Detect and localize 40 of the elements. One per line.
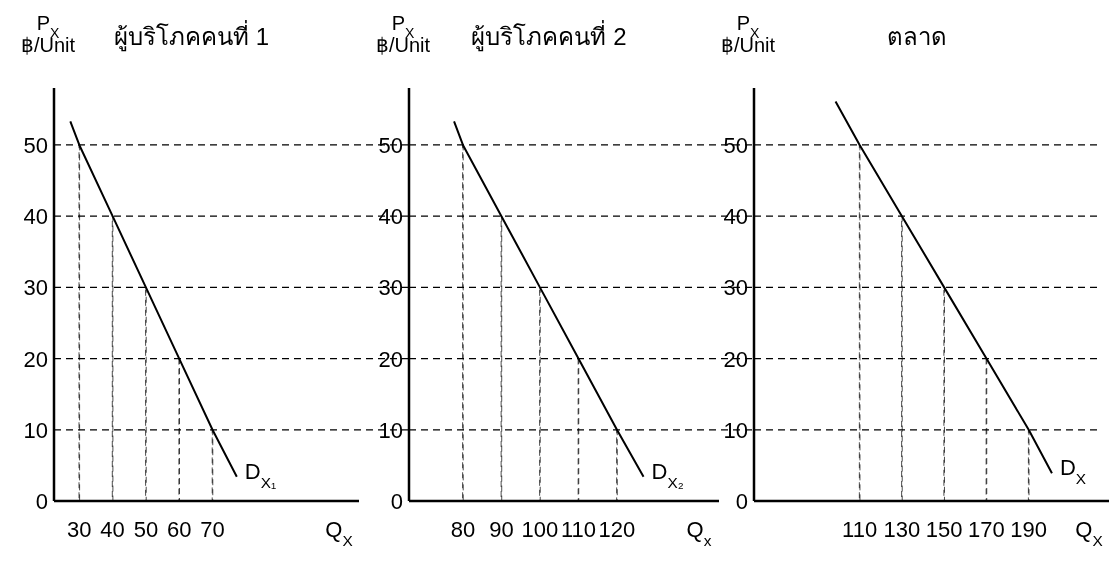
ytick: 50 (23, 132, 48, 158)
xtick: 110 (842, 517, 878, 542)
ytick: 30 (378, 275, 403, 301)
ytick: 40 (378, 204, 403, 230)
xtick: 120 (598, 517, 636, 542)
ytick: 50 (378, 132, 403, 158)
xtick: 50 (133, 517, 159, 542)
ytick: 20 (23, 346, 48, 372)
xlabel: Q$_{x}$ (686, 517, 712, 549)
ytick: 40 (23, 204, 48, 230)
xlabel: Q$_{X}$ (325, 517, 353, 549)
xtick: 80 (450, 517, 476, 542)
xtick: 30 (67, 517, 92, 542)
xtick: 60 (166, 517, 192, 542)
xlabel: Q$_{X}$ (1075, 517, 1103, 549)
ytick: 10 (378, 417, 403, 443)
series-label: D$_{X₁}$ (244, 458, 277, 491)
xtick: 170 (968, 517, 1005, 542)
series-label: D$_{X}$ (1059, 455, 1087, 487)
ytick: 0 (735, 489, 748, 514)
xtick: 150 (925, 517, 963, 542)
ytick: 0 (390, 489, 403, 514)
ytick: 10 (723, 417, 748, 443)
xtick: 90 (489, 517, 514, 542)
ytick: 30 (723, 275, 748, 301)
ytick: 30 (23, 275, 48, 301)
xtick: 70 (200, 517, 225, 542)
series-label: D$_{X₂}$ (651, 458, 684, 491)
ytick: 20 (378, 346, 403, 372)
xtick: 190 (1010, 517, 1048, 542)
title: ตลาด (886, 23, 947, 50)
xtick: 110 (560, 517, 596, 542)
ytick: 50 (723, 132, 748, 158)
ytick: 10 (23, 417, 48, 443)
ytick: 0 (35, 489, 48, 514)
xtick: 40 (100, 517, 125, 542)
ytick: 20 (723, 346, 748, 372)
xtick: 100 (521, 517, 559, 542)
ytick: 40 (723, 204, 748, 230)
xtick: 130 (883, 517, 921, 542)
